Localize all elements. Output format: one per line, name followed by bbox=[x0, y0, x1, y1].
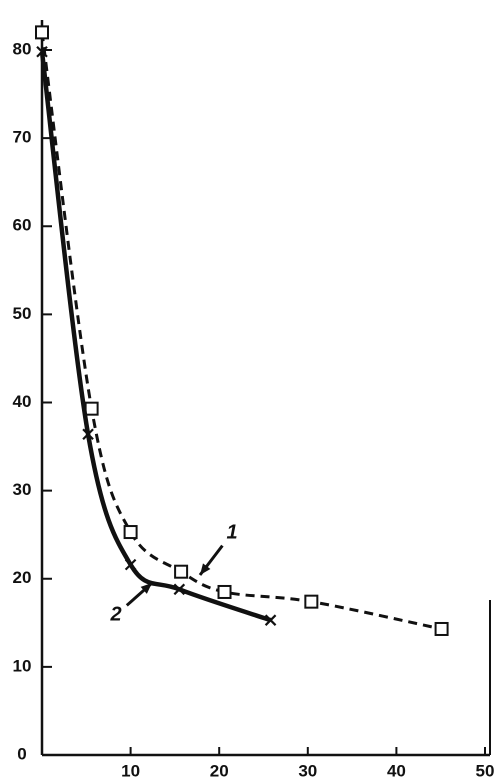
y-tick-label: 70 bbox=[13, 128, 32, 147]
x-tick-label: 10 bbox=[121, 761, 140, 780]
y-tick-label: 20 bbox=[13, 568, 32, 587]
series-label: 2 bbox=[109, 603, 121, 625]
marker bbox=[219, 586, 231, 598]
chart: 0 10 20 30 40 50 60 70 80 10 20 30 40 50 1 2 bbox=[0, 0, 500, 784]
y-tick-label: 30 bbox=[13, 480, 32, 499]
page: {"chart_data": {"type": "line", "series"… bbox=[0, 0, 500, 784]
x-tick-label: 40 bbox=[387, 761, 406, 780]
marker bbox=[86, 403, 98, 415]
marker bbox=[305, 596, 317, 608]
y-tick-label: 50 bbox=[13, 304, 32, 323]
x-tick-label: 50 bbox=[476, 761, 495, 780]
y-tick-label: 0 bbox=[17, 744, 26, 763]
marker bbox=[36, 26, 48, 38]
x-tick-label: 30 bbox=[298, 761, 317, 780]
y-tick-label: 60 bbox=[13, 216, 32, 235]
marker bbox=[436, 623, 448, 635]
y-tick-label: 40 bbox=[13, 392, 32, 411]
marker bbox=[125, 526, 137, 538]
y-tick-label: 80 bbox=[13, 39, 32, 58]
x-tick-label: 20 bbox=[210, 761, 229, 780]
y-tick-label: 10 bbox=[13, 656, 32, 675]
series-label: 1 bbox=[226, 521, 237, 543]
marker bbox=[175, 566, 187, 578]
series-line bbox=[42, 32, 442, 629]
